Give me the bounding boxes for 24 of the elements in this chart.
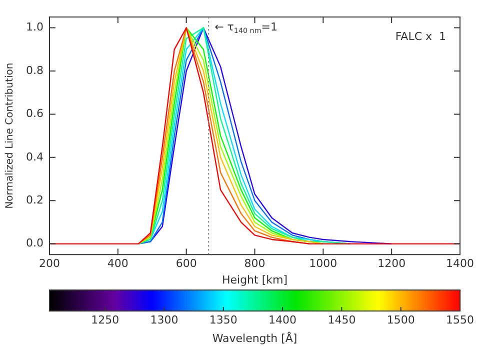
annotation: FALC x 1 [395, 30, 446, 43]
color-bar-label: 1250 [91, 313, 120, 326]
color-bar-label: 1400 [268, 313, 297, 326]
y-tick-label: 0.2 [26, 193, 44, 206]
color-bar-label: 1500 [386, 313, 415, 326]
y-tick-label: 0.4 [26, 150, 44, 164]
color-bar-title: Wavelength [Å] [212, 330, 298, 345]
x-tick-label: 800 [244, 257, 266, 270]
color-bar-label: 1300 [150, 313, 178, 326]
y-tick-label: 1.0 [26, 20, 44, 34]
y-tick-label: 0.8 [26, 64, 44, 77]
y-axis-title: Normalized Line Contribution [4, 62, 16, 209]
x-tick-label: 1200 [378, 257, 406, 270]
x-tick-label: 1400 [446, 257, 474, 270]
x-axis-title: Height [km] [222, 273, 288, 286]
color-bar-label: 1550 [446, 313, 474, 326]
color-bar-label: 1350 [209, 313, 238, 326]
color-bar-label: 1450 [328, 313, 356, 326]
x-tick-label: 400 [107, 257, 128, 270]
y-tick-label: 0.0 [26, 236, 44, 250]
x-tick-label: 600 [176, 257, 197, 270]
x-tick-label: 200 [38, 257, 60, 270]
y-tick-label: 0.6 [26, 107, 44, 120]
x-tick-label: 1000 [309, 257, 338, 270]
